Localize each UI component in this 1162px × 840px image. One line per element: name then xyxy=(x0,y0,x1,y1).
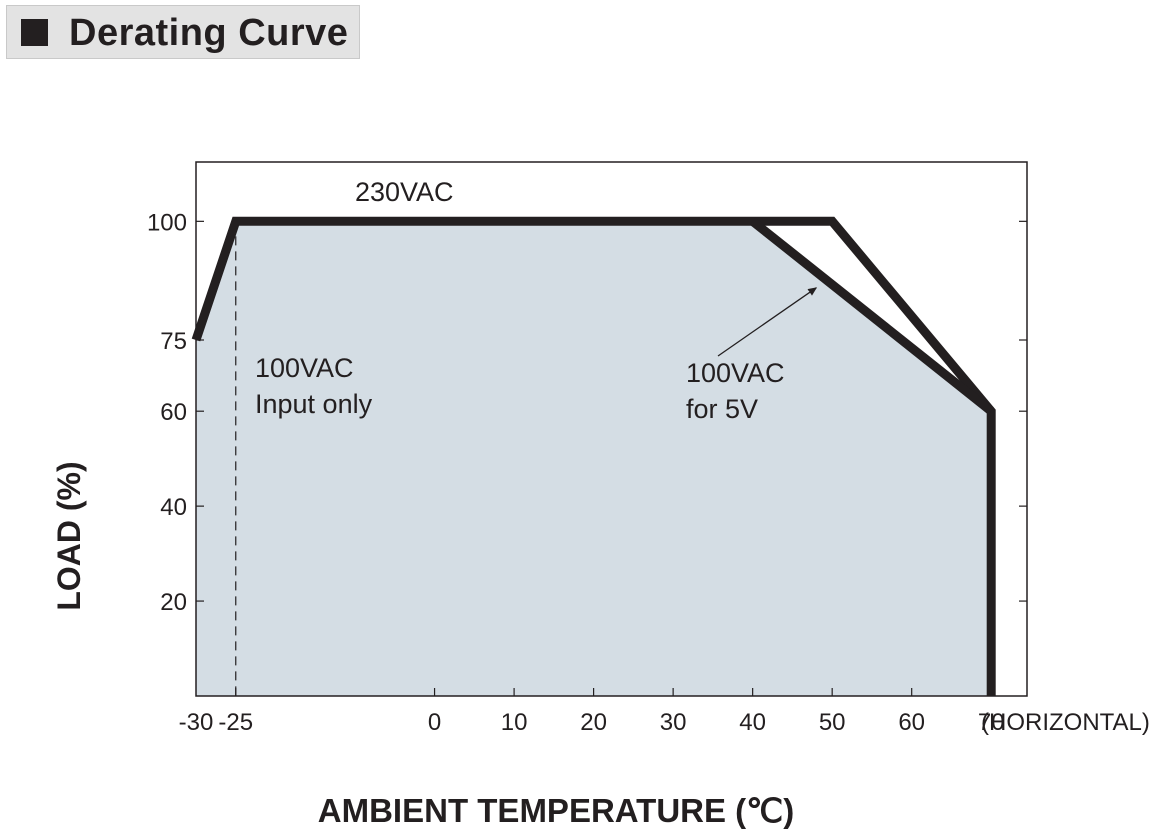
y-tick-label: 100 xyxy=(147,209,187,236)
y-axis-title: LOAD (%) xyxy=(51,461,87,610)
annotation-100vac-input-only-line2: Input only xyxy=(255,389,373,419)
y-tick-label: 75 xyxy=(160,328,187,355)
x-axis-note: (HORIZONTAL) xyxy=(981,709,1150,736)
x-tick-label: 40 xyxy=(739,709,766,736)
shaded-operating-area xyxy=(196,221,992,697)
x-tick-label: 60 xyxy=(898,709,925,736)
series-label-230vac: 230VAC xyxy=(355,177,454,207)
y-tick-label: 40 xyxy=(160,494,187,521)
x-tick-label: 20 xyxy=(580,709,607,736)
x-tick-label: 30 xyxy=(660,709,687,736)
annotation-arrow xyxy=(717,287,818,357)
annotation-100vac-5v-line2: for 5V xyxy=(686,394,758,424)
annotation-100vac-input-only-line1: 100VAC xyxy=(255,353,354,383)
x-tick-label: -30 xyxy=(179,709,214,736)
y-tick-label: 60 xyxy=(160,399,187,426)
annotation-100vac-5v-line1: 100VAC xyxy=(686,358,785,388)
x-tick-label: 50 xyxy=(819,709,846,736)
series-line-100vac-5v xyxy=(749,217,995,415)
x-tick-label: 0 xyxy=(428,709,441,736)
plot-frame xyxy=(195,161,1028,697)
x-tick-label: -25 xyxy=(218,709,253,736)
series-line-230vac xyxy=(191,216,996,696)
chart-title: Derating Curve xyxy=(69,12,349,54)
black-square-icon xyxy=(21,19,48,46)
x-tick-label: 70 xyxy=(978,709,1005,736)
x-axis-title: AMBIENT TEMPERATURE (℃) xyxy=(318,792,794,829)
x-tick-label: 10 xyxy=(501,709,528,736)
y-tick-label: 20 xyxy=(160,589,187,616)
chart-title-block: Derating Curve xyxy=(6,5,360,59)
